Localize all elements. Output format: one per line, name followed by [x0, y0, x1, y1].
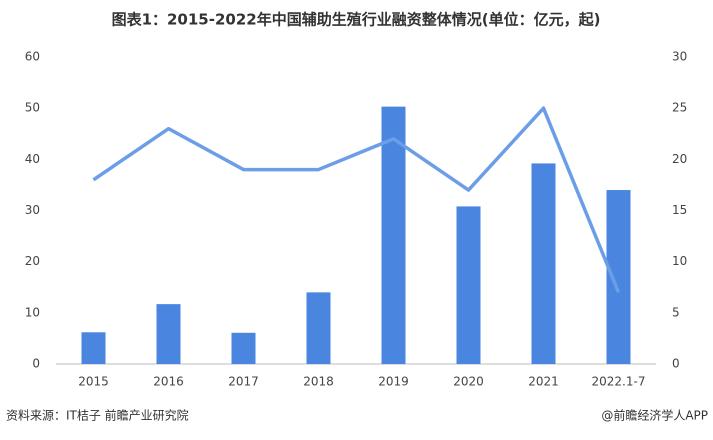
y-tick-label: 50 [25, 101, 40, 115]
y2-tick-label: 5 [672, 305, 680, 319]
bar [381, 106, 406, 365]
bar [81, 332, 106, 364]
y2-tick-label: 20 [672, 152, 687, 166]
bar [156, 304, 181, 364]
y-tick-label: 0 [32, 357, 40, 371]
y2-tick-label: 15 [672, 203, 687, 217]
bar [531, 163, 556, 364]
bar [456, 206, 481, 364]
bar [606, 190, 631, 364]
source-note: 资料来源：IT桔子 前瞻产业研究院 [6, 408, 189, 423]
x-tick-label: 2019 [378, 375, 409, 389]
x-tick-label: 2016 [153, 375, 184, 389]
y-tick-label: 20 [25, 254, 40, 268]
bar [231, 332, 256, 364]
y2-tick-label: 30 [672, 50, 687, 64]
credit: @前瞻经济学人APP [601, 408, 708, 423]
y2-tick-label: 10 [672, 254, 687, 268]
y-tick-label: 10 [25, 305, 40, 319]
x-tick-label: 2020 [453, 375, 484, 389]
bar [306, 292, 331, 364]
y2-tick-label: 25 [672, 101, 687, 115]
x-tick-label: 2021 [528, 375, 559, 389]
y-tick-label: 30 [25, 203, 40, 217]
x-tick-label: 2018 [303, 375, 334, 389]
y-tick-label: 40 [25, 152, 40, 166]
x-tick-label: 2022.1-7 [592, 375, 646, 389]
y-tick-label: 60 [25, 50, 40, 64]
chart-title: 图表1：2015-2022年中国辅助生殖行业融资整体情况(单位：亿元，起) [112, 11, 601, 29]
line [92, 106, 621, 294]
y2-tick-label: 0 [672, 357, 680, 371]
x-tick-label: 2015 [78, 375, 109, 389]
x-tick-label: 2017 [228, 375, 259, 389]
